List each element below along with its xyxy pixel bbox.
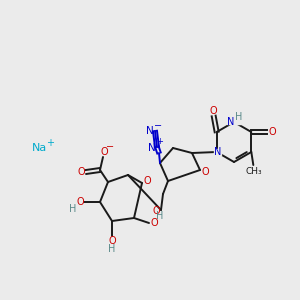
Text: O: O — [143, 176, 151, 186]
Text: O: O — [210, 106, 218, 116]
Text: +: + — [46, 138, 54, 148]
Text: O: O — [100, 147, 108, 157]
Text: O: O — [76, 197, 84, 207]
Text: H: H — [235, 112, 243, 122]
Text: N: N — [214, 147, 221, 157]
Text: +: + — [157, 137, 164, 146]
Text: O: O — [201, 167, 209, 177]
Text: N: N — [227, 117, 235, 127]
Text: CH₃: CH₃ — [245, 167, 262, 176]
Text: Na: Na — [32, 143, 47, 153]
Text: O: O — [150, 218, 158, 228]
Text: O: O — [152, 206, 160, 216]
Text: H: H — [69, 204, 77, 214]
Text: H: H — [156, 211, 164, 221]
Text: −: − — [154, 121, 162, 131]
Text: N: N — [148, 143, 156, 153]
Text: O: O — [108, 236, 116, 246]
Text: H: H — [108, 244, 116, 254]
Bar — [227, 116, 241, 124]
Text: O: O — [77, 167, 85, 177]
Bar — [214, 149, 221, 155]
Text: −: − — [106, 142, 114, 152]
Text: O: O — [268, 127, 276, 137]
Text: N: N — [146, 126, 154, 136]
